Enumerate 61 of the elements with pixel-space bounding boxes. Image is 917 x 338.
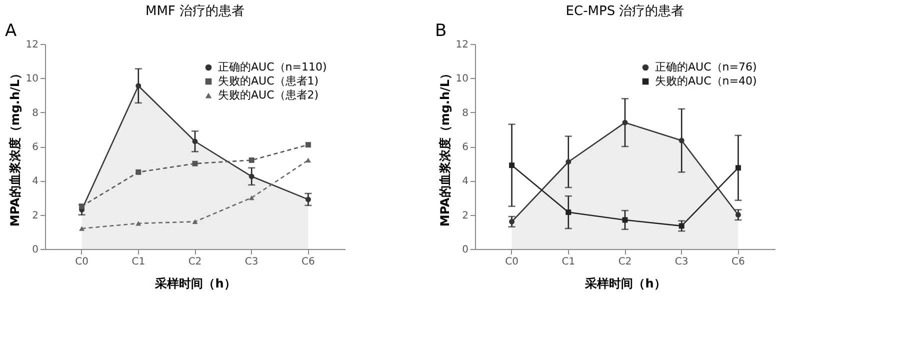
point (248, 174, 254, 180)
y-tick-label: 0 (32, 244, 38, 256)
y-axis-title: MPA的血浆浓度（mg.h/L） (438, 67, 452, 227)
point (622, 120, 628, 126)
x-tick-label: C3 (674, 256, 688, 268)
x-tick-label: C3 (244, 256, 258, 268)
point (735, 212, 741, 218)
y-axis-title: MPA的血浆浓度（mg.h/L） (8, 67, 22, 227)
y-tick-label: 8 (462, 108, 468, 119)
x-tick-label: C1 (132, 256, 146, 268)
chart-title: MMF 治疗的患者 (145, 4, 245, 19)
y-tick-label: 10 (26, 74, 38, 85)
legend-label: 失败的AUC（患者1) (218, 74, 319, 88)
y-tick-label: 0 (462, 244, 468, 256)
x-axis-title: 采样时间（h） (584, 276, 666, 290)
x-tick-label: C1 (562, 256, 576, 268)
y-tick-label: 12 (26, 40, 38, 50)
y-tick-label: 2 (462, 210, 468, 222)
point (79, 204, 85, 210)
x-axis-title: 采样时间（h） (154, 276, 236, 290)
x-tick-label: C2 (618, 256, 632, 268)
legend-label: 正确的AUC（n=110) (218, 60, 327, 74)
text: A (5, 21, 17, 41)
point (305, 142, 311, 148)
y-tick-label: 2 (32, 210, 38, 222)
y-tick-label: 8 (32, 108, 38, 119)
point (509, 162, 515, 168)
chart-title: EC-MPS 治疗的患者 (566, 4, 684, 19)
point (509, 218, 515, 224)
y-tick-label: 12 (456, 40, 468, 50)
x-tick-label: C0 (75, 256, 88, 268)
y-tick-label: 10 (456, 74, 468, 85)
point (192, 219, 198, 224)
text: B (435, 21, 447, 41)
y-tick-label: 6 (32, 142, 38, 153)
legend-label: 失败的AUC（患者2) (218, 88, 319, 102)
point (136, 169, 142, 175)
point (192, 138, 198, 144)
point (136, 221, 142, 226)
point (248, 195, 254, 200)
point (678, 223, 684, 229)
y-tick-label: 4 (462, 176, 468, 188)
point (678, 138, 684, 144)
point (566, 159, 572, 165)
y-tick-label: 4 (32, 176, 38, 188)
x-tick-label: C2 (188, 256, 202, 268)
point (248, 157, 254, 163)
point (566, 210, 572, 216)
x-tick-label: C6 (302, 256, 315, 268)
legend-label: 正确的AUC（n=76) (655, 60, 757, 74)
point (735, 165, 741, 171)
point (79, 226, 85, 231)
point (305, 158, 311, 163)
x-tick-label: C0 (505, 256, 518, 268)
point (305, 196, 311, 202)
point (622, 217, 628, 223)
legend-label: 失败的AUC（n=40) (655, 74, 757, 88)
x-tick-label: C6 (732, 256, 745, 268)
point (192, 160, 198, 166)
point (136, 83, 142, 89)
y-tick-label: 6 (462, 142, 468, 153)
